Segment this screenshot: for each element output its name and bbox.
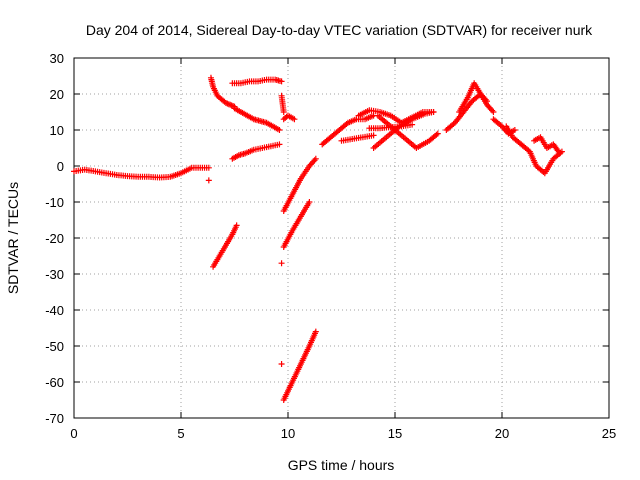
data-point <box>556 150 563 157</box>
y-tick-label: -60 <box>45 375 64 390</box>
data-point <box>434 130 441 137</box>
data-point <box>205 177 212 184</box>
data-point <box>490 109 497 115</box>
x-tick-label: 5 <box>177 426 184 441</box>
y-tick-label: 10 <box>50 123 64 138</box>
data-point <box>312 155 319 162</box>
data-point <box>306 199 313 205</box>
x-tick-label: 25 <box>602 426 616 441</box>
y-tick-label: -40 <box>45 303 64 318</box>
data-point <box>276 141 283 148</box>
data-points <box>71 74 565 403</box>
x-tick-label: 10 <box>281 426 295 441</box>
y-tick-label: -20 <box>45 231 64 246</box>
y-axis-label: SDTVAR / TECUs <box>5 182 21 294</box>
x-tick-labels: 0 5 10 15 20 25 <box>70 426 616 441</box>
data-point <box>409 121 416 128</box>
x-tick-label: 15 <box>388 426 402 441</box>
data-point <box>511 127 518 133</box>
data-point <box>370 132 377 139</box>
y-tick-label: -10 <box>45 195 64 210</box>
y-tick-label: 30 <box>50 51 64 66</box>
data-point <box>291 116 298 123</box>
y-tick-label: 0 <box>57 159 64 174</box>
data-point <box>278 361 285 367</box>
y-tick-labels: 30 20 10 0 -10 -20 -30 -40 -50 -60 -70 <box>45 51 64 426</box>
data-point <box>280 109 287 115</box>
data-point <box>430 109 437 115</box>
y-tick-label: -30 <box>45 267 64 282</box>
x-axis-label: GPS time / hours <box>288 457 395 473</box>
grid-lines <box>74 58 609 418</box>
data-point <box>278 260 285 267</box>
data-point <box>205 164 212 171</box>
x-tick-label: 20 <box>495 426 509 441</box>
data-point <box>233 222 240 229</box>
x-tick-label: 0 <box>70 426 77 441</box>
data-point <box>278 78 285 85</box>
y-tick-label: -50 <box>45 339 64 354</box>
chart-title: Day 204 of 2014, Sidereal Day-to-day VTE… <box>86 22 593 38</box>
data-point <box>276 127 283 133</box>
y-tick-label: 20 <box>50 87 64 102</box>
tick-marks <box>73 57 610 419</box>
data-point <box>312 328 319 335</box>
y-tick-label: -70 <box>45 411 64 426</box>
